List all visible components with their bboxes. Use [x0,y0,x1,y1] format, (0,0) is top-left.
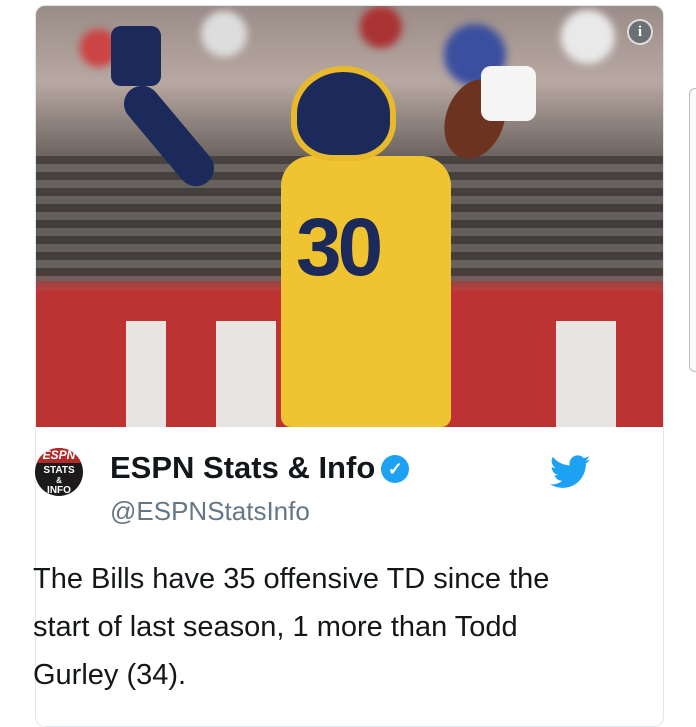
photo-glove-right [481,66,536,121]
twitter-bird-icon[interactable] [550,455,590,489]
photo-helmet [291,66,396,161]
avatar-line1: STATS [43,465,75,476]
author-handle[interactable]: @ESPNStatsInfo [110,496,310,526]
tweet-card[interactable]: 30 i [35,5,664,727]
tweet-photo[interactable]: 30 i [36,6,663,427]
author-name-text[interactable]: ESPN Stats & Info [110,450,376,485]
avatar-logo-text: ESPN [35,448,83,463]
scrollbar[interactable] [689,88,696,372]
avatar[interactable]: ESPN STATS & INFO [35,448,83,496]
photo-glove [111,26,161,86]
avatar-line3: INFO [47,485,71,496]
avatar-line2: & [56,476,62,485]
author-name[interactable]: ESPN Stats & Info ✓ [110,450,410,486]
verified-badge-icon: ✓ [381,455,410,483]
photo-jersey-number: 30 [296,202,383,293]
tweet-text: The Bills have 35 offensive TD since the… [33,563,550,691]
photo-player [281,156,451,427]
info-icon[interactable]: i [627,19,653,45]
